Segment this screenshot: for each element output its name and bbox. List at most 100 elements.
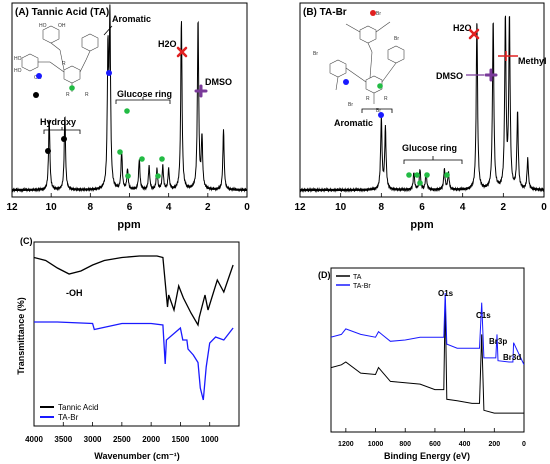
panel-d: (D) 1200 1000 800 600 400 200 0 Binding Energy… bbox=[318, 267, 526, 461]
hydroxy-bracket-a bbox=[43, 127, 81, 134]
panel-b-frame bbox=[299, 2, 545, 198]
panel-a-label: (A) Tannic Acid (TA) bbox=[15, 7, 109, 18]
x-tick-label: 6 bbox=[419, 202, 425, 213]
legend-label-tannic-acid: Tannic Acid bbox=[58, 403, 98, 412]
label-h2o-a: H2O bbox=[158, 39, 177, 49]
x-tick-label: 0 bbox=[522, 441, 526, 448]
legend-label-ta-br-d: TA-Br bbox=[353, 283, 371, 290]
x-tick-label: 8 bbox=[88, 202, 94, 213]
label-c1s: C1s bbox=[476, 311, 491, 320]
legend-label-ta-br: TA-Br bbox=[58, 413, 79, 422]
label-aromatic-b: Aromatic bbox=[334, 118, 373, 128]
panel-a-spectrum bbox=[12, 4, 247, 193]
x-tick-label: 10 bbox=[335, 202, 347, 213]
markers-glucose-a bbox=[117, 108, 165, 179]
x-tick-label: 2500 bbox=[113, 435, 131, 444]
tannic-acid-structure bbox=[21, 25, 99, 92]
x-tick-label: 0 bbox=[541, 202, 547, 213]
x-tick-label: 3500 bbox=[54, 435, 72, 444]
label-dmso-b: DMSO bbox=[436, 71, 463, 81]
x-tick-label: 1200 bbox=[338, 441, 354, 448]
x-tick-label: 1000 bbox=[201, 435, 219, 444]
x-tick-label: 2 bbox=[205, 202, 211, 213]
marker-aromatic-b bbox=[378, 112, 384, 118]
panel-c-legend: Tannic Acid TA-Br bbox=[40, 403, 98, 422]
panel-c-series-ta-br bbox=[34, 321, 234, 401]
structure-marker-green bbox=[69, 85, 75, 91]
structure-marker-blue bbox=[36, 73, 42, 79]
label-oh: -OH bbox=[66, 288, 83, 298]
x-tick-label: 2 bbox=[501, 202, 507, 213]
x-tick-label: 4000 bbox=[25, 435, 43, 444]
x-tick-label: 0 bbox=[244, 202, 250, 213]
x-tick-label: 1000 bbox=[368, 441, 384, 448]
ta-br-structure bbox=[329, 21, 405, 104]
label-br3d: Br3d bbox=[503, 353, 521, 362]
label-h2o-b: H2O bbox=[453, 23, 472, 33]
x-tick-label: 1500 bbox=[172, 435, 190, 444]
x-tick-label: 8 bbox=[379, 202, 385, 213]
aromatic-bracket-a bbox=[103, 25, 113, 36]
marker-dmso-b bbox=[484, 68, 498, 82]
x-tick-label: 2000 bbox=[142, 435, 160, 444]
marker-aromatic-a bbox=[106, 70, 112, 76]
markers-glucose-b bbox=[406, 172, 450, 186]
x-tick-label: 4 bbox=[166, 202, 172, 213]
structure-marker-green-b bbox=[377, 83, 383, 89]
panel-c-ylabel: Transmittance (%) bbox=[16, 297, 26, 375]
x-tick-label: 200 bbox=[488, 441, 500, 448]
legend-label-ta: TA bbox=[353, 274, 362, 281]
x-tick-label: 4 bbox=[460, 202, 466, 213]
panel-a-xlabel: ppm bbox=[117, 219, 140, 231]
panel-a-x-ticks: 12 10 8 6 4 2 0 bbox=[6, 193, 250, 213]
panel-d-label: (D) bbox=[318, 270, 331, 280]
marker-h2o-a bbox=[176, 46, 188, 58]
panel-c: (C) 4000 3500 3000 2500 2000 1500 1000 Wavenum… bbox=[16, 236, 240, 461]
panel-d-series-ta-br bbox=[331, 292, 524, 366]
marker-hydroxy-1 bbox=[45, 148, 51, 154]
label-hydroxy-a: Hydroxy bbox=[40, 117, 76, 127]
aromatic-bracket-b bbox=[361, 108, 393, 113]
panel-c-xlabel: Wavenumber (cm⁻¹) bbox=[94, 451, 179, 461]
panel-d-series-ta bbox=[331, 298, 524, 414]
panel-c-x-ticks: 4000 3500 3000 2500 2000 1500 1000 bbox=[25, 422, 219, 444]
structure-marker-red bbox=[370, 10, 376, 16]
label-glucose-ring-b: Glucose ring bbox=[402, 143, 457, 153]
label-dmso-a: DMSO bbox=[205, 77, 232, 87]
glucose-bracket-a bbox=[115, 97, 171, 104]
panel-b-spectrum bbox=[300, 15, 544, 193]
panel-b-x-ticks: 12 10 8 6 4 2 0 bbox=[294, 193, 547, 213]
marker-dmso-a bbox=[194, 84, 208, 98]
x-tick-label: 400 bbox=[459, 441, 471, 448]
marker-hydroxy-2 bbox=[61, 136, 67, 142]
label-br3p: Br3p bbox=[489, 337, 507, 346]
x-tick-label: 600 bbox=[429, 441, 441, 448]
label-o1s: O1s bbox=[438, 289, 454, 298]
panel-d-x-ticks: 1200 1000 800 600 400 200 0 bbox=[338, 428, 526, 448]
panel-b: (B) TA-Br 12 10 8 6 4 2 0 ppm Br Br BrBr BrBr R… bbox=[294, 2, 547, 231]
x-tick-label: 10 bbox=[46, 202, 58, 213]
label-glucose-ring-a: Glucose ring bbox=[117, 89, 172, 99]
label-methyl-b: Methyl bbox=[518, 56, 547, 66]
panel-b-xlabel: ppm bbox=[410, 219, 433, 231]
glucose-bracket-b bbox=[403, 156, 463, 164]
marker-h2o-b bbox=[468, 28, 480, 40]
structure-marker-blue-b bbox=[343, 79, 349, 85]
panel-c-label: (C) bbox=[20, 236, 33, 246]
structure-marker-black bbox=[33, 92, 39, 98]
x-tick-label: 3000 bbox=[84, 435, 102, 444]
x-tick-label: 800 bbox=[399, 441, 411, 448]
panel-d-legend: TA TA-Br bbox=[336, 274, 371, 290]
x-tick-label: 12 bbox=[294, 202, 306, 213]
panel-d-frame bbox=[330, 267, 525, 433]
panel-c-frame bbox=[33, 241, 240, 427]
label-aromatic-a: Aromatic bbox=[112, 14, 151, 24]
x-tick-label: 12 bbox=[6, 202, 18, 213]
panel-c-series-tannic-acid bbox=[34, 255, 234, 327]
panel-d-xlabel: Binding Energy (eV) bbox=[384, 451, 470, 461]
panel-a: (A) Tannic Acid (TA) 12 10 8 6 4 2 0 ppm HO OH … bbox=[6, 2, 250, 231]
x-tick-label: 6 bbox=[127, 202, 133, 213]
